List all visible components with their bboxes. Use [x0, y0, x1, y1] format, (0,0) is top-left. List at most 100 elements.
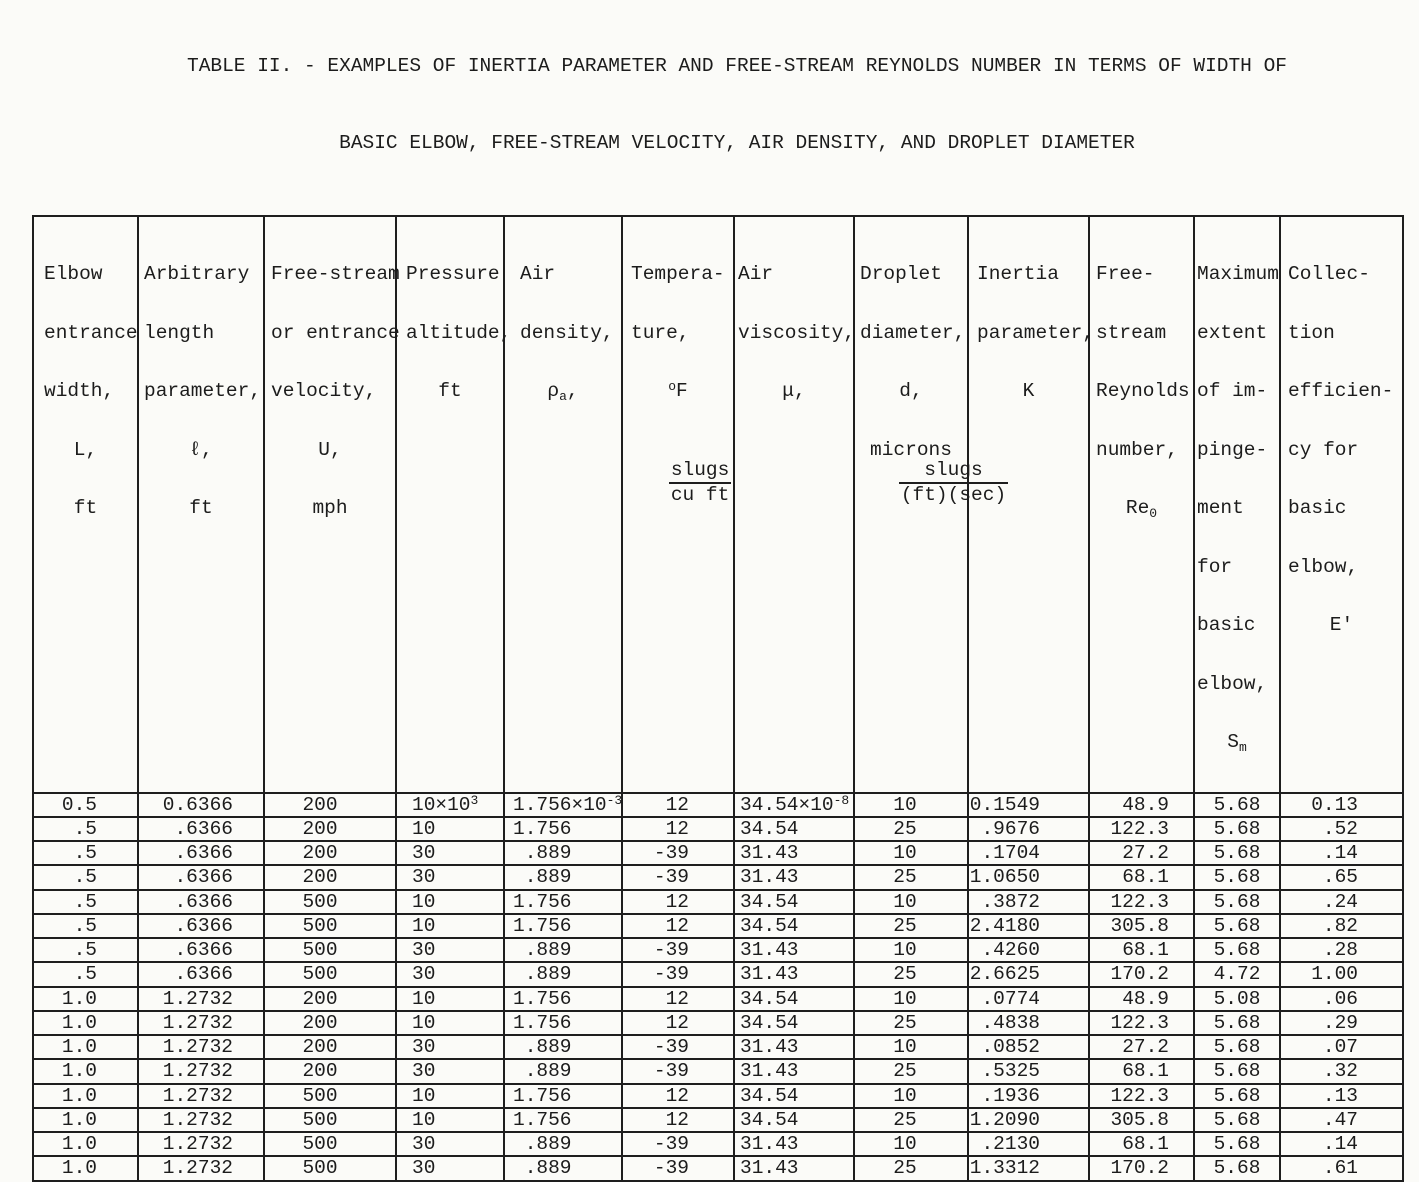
table-title-line1: TABLE II. - EXAMPLES OF INERTIA PARAMETE…: [187, 55, 1287, 77]
table-cell: 10: [395, 888, 505, 915]
table-cell: 1.0: [32, 1082, 139, 1109]
table-cell: 10×103: [395, 791, 505, 818]
table-cell: 0.6366: [137, 791, 265, 818]
table-cell: 4.72: [1193, 961, 1281, 988]
table-cell: 5.68: [1193, 815, 1281, 843]
diameter-symbol: d,: [899, 380, 923, 402]
table-cell: 68.1: [1088, 1058, 1195, 1085]
table-cell: 1.2732: [137, 1082, 265, 1109]
table-cell: 1.2732: [137, 1106, 265, 1134]
table-cell: .6366: [137, 912, 265, 940]
air-density-symbol: ρa,: [547, 380, 579, 404]
table-cell: 25: [853, 1009, 969, 1037]
table-cell: .61: [1279, 1155, 1404, 1182]
table-cell: 1.756: [503, 912, 623, 940]
table-row: 1.0 1.2732 200 10 1.756 12 34.54 25.4838 122.3 5.…: [32, 1009, 1404, 1037]
table-cell: 200: [263, 791, 397, 818]
table-cell: 10: [853, 839, 969, 867]
col-header-arbitrary-length-parameter: Arbitrary length parameter, ℓ, ft: [137, 215, 265, 794]
table-cell: 5.68: [1193, 1155, 1281, 1182]
table-cell: 5.68: [1193, 791, 1281, 818]
length-parameter-symbol: ℓ,: [189, 438, 213, 461]
table-cell: 1.756×10-3: [503, 791, 623, 818]
table-cell: 200: [263, 864, 397, 891]
table-cell: .5: [32, 839, 139, 867]
table-cell: 25: [853, 864, 969, 891]
table-cell: .82: [1279, 912, 1404, 940]
velocity-unit: mph: [312, 497, 348, 519]
header-line: Elbow: [44, 263, 103, 285]
table-cell: 12: [621, 1106, 735, 1134]
table-cell: -39: [621, 839, 735, 867]
table-cell: 200: [263, 1033, 397, 1061]
table-cell: 27.2: [1088, 839, 1195, 867]
table-container: Elbow entrance width, L, ft Arbitrary le…: [32, 215, 1419, 1182]
table-cell: 1.0: [32, 1130, 139, 1158]
table-cell: 122.3: [1088, 1009, 1195, 1037]
table-cell: 1.00: [1279, 961, 1404, 988]
table-cell: 500: [263, 936, 397, 964]
reynolds-number-symbol: Re0: [1125, 497, 1158, 521]
table-cell: 1.2732: [137, 1155, 265, 1182]
table-cell: 10: [853, 1033, 969, 1061]
table-cell: .28: [1279, 936, 1404, 964]
table-cell: 25: [853, 961, 969, 988]
table-cell: 30: [395, 839, 505, 867]
header-line: stream: [1096, 321, 1167, 344]
header-line: width,: [44, 380, 115, 402]
length-parameter-unit: ft: [189, 497, 213, 519]
table-cell: 10: [853, 888, 969, 915]
table-cell: 1.756: [503, 985, 623, 1012]
table-cell: 10: [853, 1082, 969, 1109]
table-cell: 122.3: [1088, 815, 1195, 843]
table-cell: 0.1549: [967, 791, 1090, 818]
table-cell: 31.43: [733, 936, 855, 964]
table-cell: .5325: [967, 1058, 1090, 1085]
table-cell: 5.68: [1193, 936, 1281, 964]
table-cell: .2130: [967, 1130, 1090, 1158]
header-line: basic: [1197, 614, 1256, 636]
header-line: Free-stream: [271, 263, 400, 285]
table-cell: .3872: [967, 888, 1090, 915]
header-line: efficien-: [1288, 380, 1394, 402]
table-row: 1.0 1.2732 200 30 .889 -39 31.43 25.5325 68.1 5.…: [32, 1058, 1404, 1085]
header-line: Maximum: [1197, 263, 1279, 285]
table-cell: .07: [1279, 1033, 1404, 1061]
table-cell: .889: [503, 1033, 623, 1061]
table-cell: -39: [621, 1155, 735, 1182]
table-cell: 34.54×10-8: [733, 791, 855, 818]
table-cell: 1.756: [503, 1009, 623, 1037]
table-cell: .9676: [967, 815, 1090, 843]
table-title: TABLE II. - EXAMPLES OF INERTIA PARAMETE…: [72, 16, 1402, 193]
table-cell: .1704: [967, 839, 1090, 867]
table-cell: 2.6625: [967, 961, 1090, 988]
col-header-elbow-entrance-width: Elbow entrance width, L, ft: [32, 215, 139, 794]
table-cell: .0774: [967, 985, 1090, 1012]
table-cell: 200: [263, 815, 397, 843]
table-cell: .6366: [137, 888, 265, 915]
table-row: 0.5 0.6366 200 10×103 1.756×10-3 12 34.54×10-8…: [32, 791, 1404, 818]
table-cell: .1936: [967, 1082, 1090, 1109]
table-cell: 27.2: [1088, 1033, 1195, 1061]
header-line: number,: [1096, 438, 1178, 461]
table-cell: 25: [853, 1155, 969, 1182]
table-cell: 34.54: [733, 985, 855, 1012]
table-cell: 10: [395, 815, 505, 843]
table-cell: .5: [32, 888, 139, 915]
col-header-droplet-diameter: Droplet diameter, d, microns: [853, 215, 969, 794]
table-cell: .889: [503, 1155, 623, 1182]
table-row: 1.0 1.2732 200 30 .889 -39 31.43 10.0852 27.2 5.…: [32, 1033, 1404, 1061]
table-cell: 1.2732: [137, 1033, 265, 1061]
table-cell: .29: [1279, 1009, 1404, 1037]
efficiency-symbol: E': [1329, 614, 1354, 636]
header-line: Pressure: [406, 263, 500, 285]
col-header-free-stream-reynolds-number: Free- stream Reynolds number, Re0: [1088, 215, 1195, 794]
table-cell: .6366: [137, 864, 265, 891]
table-cell: 10: [395, 1106, 505, 1134]
table-cell: 31.43: [733, 1130, 855, 1158]
header-line: elbow,: [1288, 555, 1359, 578]
table-cell: 1.0: [32, 1058, 139, 1085]
table-cell: 68.1: [1088, 936, 1195, 964]
table-body: 0.5 0.6366 200 10×103 1.756×10-3 12 34.54×10-8…: [32, 791, 1404, 1182]
viscosity-units-fraction: slugs (ft)(sec): [898, 459, 1009, 506]
